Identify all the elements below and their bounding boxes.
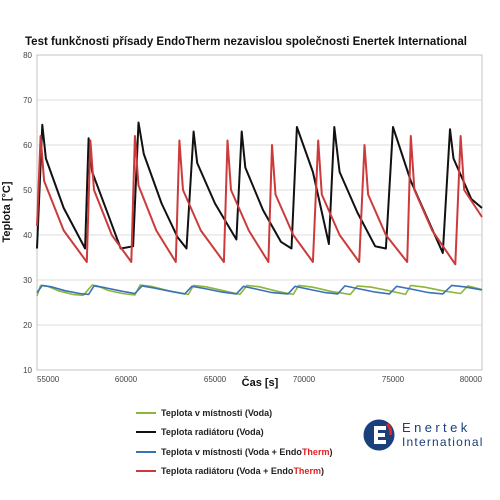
legend-item-radiator-water: Teplota radiátoru (Voda) xyxy=(136,423,366,443)
series-lines xyxy=(36,121,483,297)
logo-line-1: Enertek xyxy=(402,420,471,435)
y-tick-label: 10 xyxy=(23,366,32,375)
series-line-0 xyxy=(36,284,483,297)
legend-item-room-water: Teplota v místnosti (Voda) xyxy=(136,403,366,423)
y-tick-label: 40 xyxy=(23,231,32,240)
y-tick-label: 80 xyxy=(23,51,32,60)
y-tick-label: 50 xyxy=(23,186,32,195)
series-line-2 xyxy=(36,284,483,296)
y-axis-label: Teplota [°C] xyxy=(1,181,13,242)
legend-label: Teplota v místnosti (Voda) xyxy=(161,407,273,418)
legend-label: Teplota v místnosti (Voda + Endo xyxy=(161,446,302,457)
x-tick-label: 80000 xyxy=(460,375,483,384)
x-tick-label: 55000 xyxy=(37,375,60,384)
series-line-3 xyxy=(36,135,483,266)
x-tick-label: 75000 xyxy=(382,375,405,384)
y-tick-label: 20 xyxy=(23,321,32,330)
legend-label: Teplota radiátoru (Voda) xyxy=(161,427,264,438)
legend-swatch xyxy=(136,411,156,414)
y-tick-label: 70 xyxy=(23,96,32,105)
x-axis-ticks: 55000 60000 65000 70000 75000 80000 xyxy=(37,375,483,384)
legend-swatch xyxy=(136,431,156,434)
legend-brand-word: Therm xyxy=(293,466,321,477)
enertek-logo: Enertek International xyxy=(362,418,492,454)
x-tick-label: 65000 xyxy=(204,375,227,384)
enertek-logo-text: Enertek International xyxy=(402,420,484,450)
legend-label: Teplota radiátoru (Voda + Endo xyxy=(161,466,294,477)
legend: Teplota v místnosti (Voda) Teplota radiá… xyxy=(136,403,366,481)
legend-swatch xyxy=(136,450,156,453)
legend-item-room-endotherm: Teplota v místnosti (Voda + Endo Therm) xyxy=(136,442,366,462)
legend-brand-word: Therm xyxy=(301,446,330,457)
y-tick-label: 60 xyxy=(23,141,32,150)
enertek-logo-icon xyxy=(363,419,395,451)
x-axis-label: Čas [s] xyxy=(242,376,279,389)
legend-label-suffix: ) xyxy=(329,446,333,457)
legend-swatch xyxy=(136,470,156,473)
x-tick-label: 70000 xyxy=(293,375,316,384)
chart-title: Test funkčnosti přísady EndoTherm nezavi… xyxy=(25,36,467,48)
legend-item-radiator-endotherm: Teplota radiátoru (Voda + Endo Therm) xyxy=(136,462,366,482)
logo-line-2: International xyxy=(402,435,484,449)
y-tick-label: 30 xyxy=(23,276,32,285)
legend-label-suffix: ) xyxy=(320,466,324,477)
x-tick-label: 60000 xyxy=(115,375,138,384)
y-axis-ticks: 10 20 30 40 50 60 70 80 xyxy=(23,51,32,375)
series-line-1 xyxy=(36,121,483,254)
